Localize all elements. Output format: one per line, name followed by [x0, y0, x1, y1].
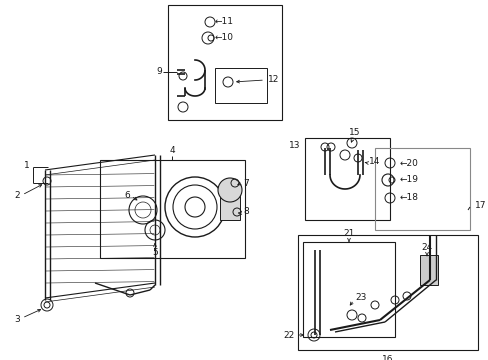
Text: 1: 1 — [24, 161, 30, 170]
Text: 23: 23 — [354, 293, 366, 302]
Text: 5: 5 — [152, 248, 158, 257]
Text: 16: 16 — [382, 355, 393, 360]
Bar — [297, 235, 477, 350]
Bar — [419, 255, 437, 285]
Bar — [374, 148, 469, 230]
Text: ←20: ←20 — [399, 158, 418, 167]
Text: 24: 24 — [421, 243, 432, 252]
Text: 13: 13 — [288, 140, 299, 149]
Bar — [220, 185, 240, 220]
Text: 9: 9 — [156, 68, 162, 77]
Text: 12: 12 — [267, 76, 279, 85]
Text: 6: 6 — [124, 190, 130, 199]
Bar — [303, 242, 394, 337]
Text: 15: 15 — [348, 128, 360, 137]
Text: ←19: ←19 — [399, 175, 418, 184]
Text: 4: 4 — [169, 146, 174, 155]
Bar — [305, 138, 389, 220]
Bar — [168, 5, 282, 120]
Text: 7: 7 — [243, 179, 248, 188]
Text: 22: 22 — [283, 330, 294, 339]
Text: 8: 8 — [243, 207, 248, 216]
Text: 2: 2 — [14, 192, 20, 201]
Text: 17: 17 — [474, 201, 486, 210]
Text: 14: 14 — [368, 158, 380, 166]
Text: ←11: ←11 — [215, 18, 234, 27]
Bar — [215, 68, 266, 103]
Circle shape — [218, 178, 242, 202]
Text: 3: 3 — [14, 315, 20, 324]
Text: ←10: ←10 — [215, 33, 234, 42]
Text: ←18: ←18 — [399, 194, 418, 202]
Bar — [100, 160, 244, 258]
Text: 21: 21 — [343, 229, 354, 238]
